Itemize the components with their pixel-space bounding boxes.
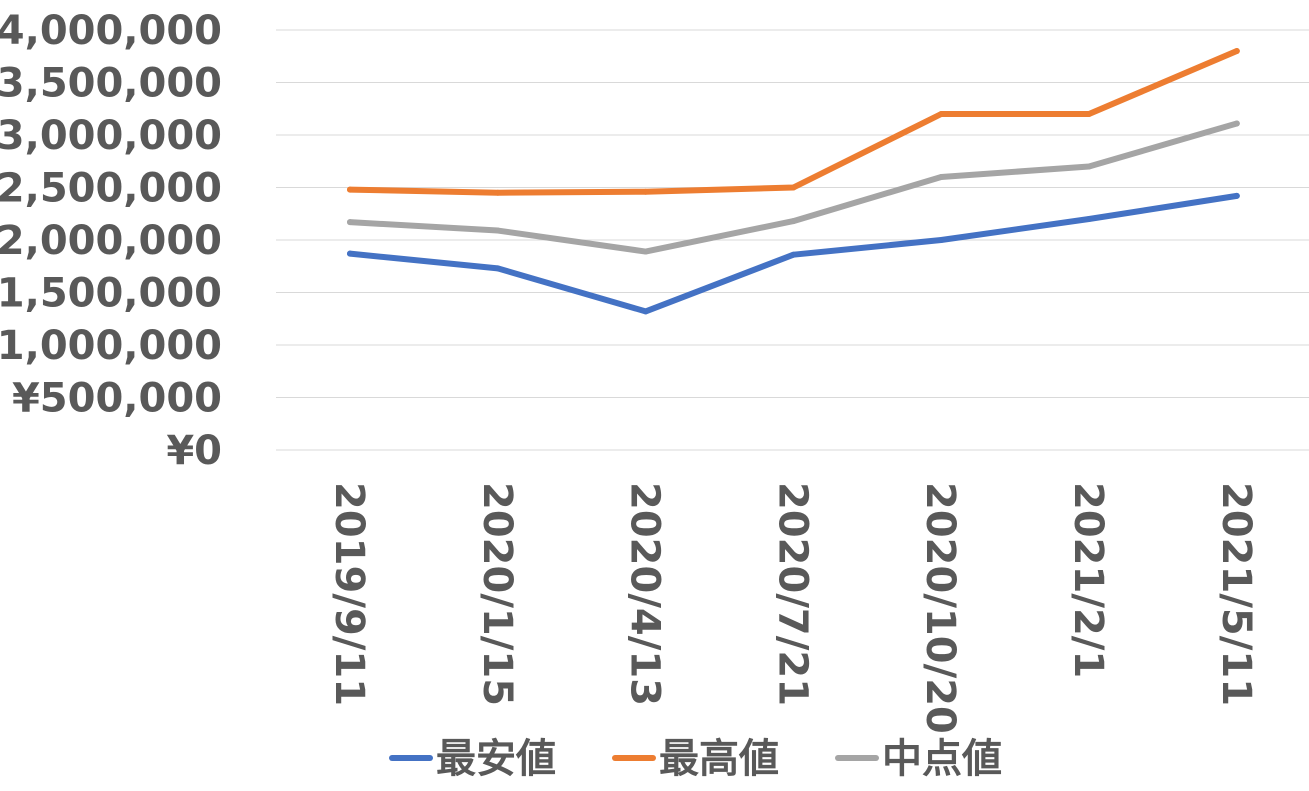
data-point xyxy=(1233,120,1240,127)
legend-label: 最高値 xyxy=(659,736,779,782)
data-point xyxy=(790,251,797,258)
data-point xyxy=(494,227,501,234)
y-tick-label: ¥3,500,000 xyxy=(0,61,222,107)
data-point xyxy=(790,218,797,225)
data-point xyxy=(790,184,797,191)
y-axis-tick-labels: ¥0 ¥500,000 ¥1,000,000 ¥1,500,000 ¥2,000,000… xyxy=(0,8,222,474)
data-point xyxy=(347,186,353,193)
data-point xyxy=(1233,192,1240,199)
data-point xyxy=(938,174,945,180)
x-axis-tick-labels: 2019/9/11 2020/1/15 2020/4/13 2020/7/21 2020… xyxy=(326,482,1259,734)
series-line xyxy=(347,48,1240,196)
data-point xyxy=(642,188,649,195)
data-point xyxy=(938,111,945,117)
data-point xyxy=(938,237,945,243)
legend: 最安値 最高値 中点値 xyxy=(389,736,1002,782)
y-tick-label: ¥0 xyxy=(166,428,222,474)
x-tick-label: 2020/7/21 xyxy=(769,482,815,706)
y-tick-label: ¥2,500,000 xyxy=(0,166,222,212)
x-tick-label: 2020/4/13 xyxy=(622,482,668,706)
data-point xyxy=(494,265,501,272)
x-tick-label: 2021/5/11 xyxy=(1213,482,1259,706)
legend-label: 中点値 xyxy=(882,736,1002,782)
data-point xyxy=(1086,216,1092,222)
y-tick-label: ¥1,000,000 xyxy=(0,323,222,369)
x-tick-label: 2021/2/1 xyxy=(1065,482,1111,678)
legend-label: 最安値 xyxy=(436,736,556,782)
gridlines xyxy=(276,29,1309,451)
data-point xyxy=(347,250,353,257)
y-tick-label: ¥3,000,000 xyxy=(0,113,222,159)
data-point xyxy=(1086,163,1092,170)
y-tick-label: ¥4,000,000 xyxy=(0,8,222,54)
data-point xyxy=(347,219,353,226)
y-tick-label: ¥1,500,000 xyxy=(0,271,222,317)
data-point xyxy=(642,308,649,315)
data-point xyxy=(1233,48,1240,54)
data-point xyxy=(642,248,649,255)
y-tick-label: ¥2,000,000 xyxy=(0,218,222,264)
x-tick-label: 2020/10/20 xyxy=(917,482,963,734)
x-tick-label: 2019/9/11 xyxy=(326,482,372,706)
series-lines xyxy=(347,48,1240,315)
data-point xyxy=(1086,111,1092,117)
data-point xyxy=(494,189,501,196)
y-tick-label: ¥500,000 xyxy=(12,376,222,422)
x-tick-label: 2020/1/15 xyxy=(474,482,520,706)
